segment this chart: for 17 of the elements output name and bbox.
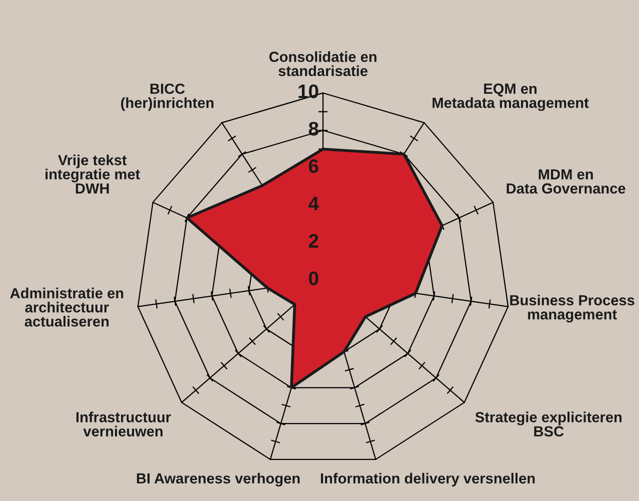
y-tick-label: 4 [308, 196, 319, 210]
y-tick-label: 6 [308, 159, 318, 174]
spoke-label: Infrastructuur vernieuwen [76, 412, 171, 436]
spoke-label: Strategie expliciteren BSC [475, 412, 622, 437]
y-tick-label: 8 [308, 122, 318, 136]
spoke-label: Vrije tekst integratie met DWH [46, 154, 140, 194]
spoke-label: Information delivery versnellen [320, 472, 535, 486]
y-tick-label: 0 [308, 271, 318, 286]
spoke-label: Administratie en architectuur actualiseren [10, 288, 124, 327]
spoke-label: BICC (her)inrichten [121, 84, 214, 111]
y-tick-label: 2 [308, 234, 318, 248]
spoke-label: Consolidatie en standarisatie [269, 51, 376, 76]
y-tick-label: 10 [298, 84, 318, 98]
spoke-label: MDM en Data Governance [506, 169, 626, 194]
spoke-label: BI Awareness verhogen [136, 472, 300, 487]
spoke-label: EQM en Metadata management [432, 84, 589, 111]
spoke-label: Business Process management [510, 294, 634, 322]
